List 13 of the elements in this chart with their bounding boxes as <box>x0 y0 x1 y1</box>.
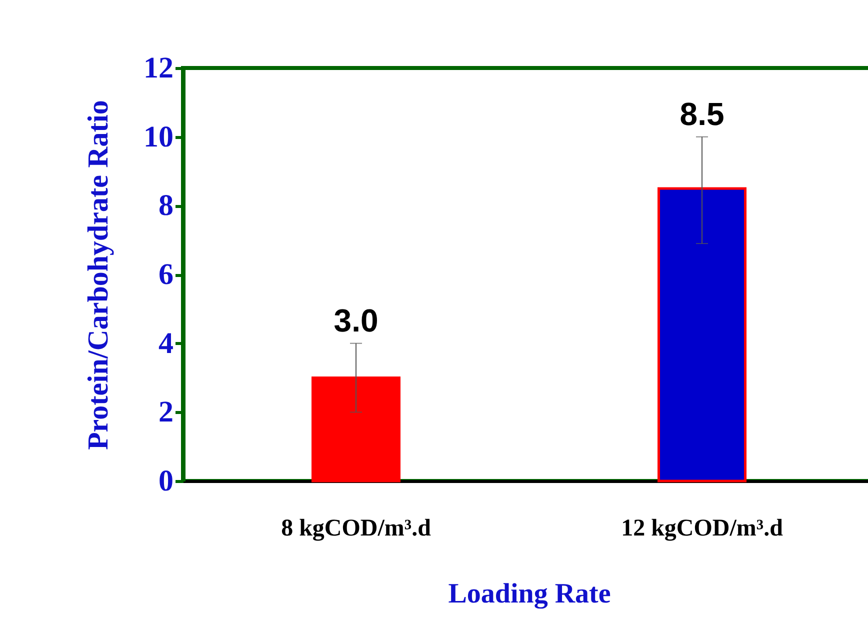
y-tick-label: 2 <box>158 396 174 429</box>
y-tick-label: 4 <box>158 326 174 360</box>
y-axis-title: Protein/Carbohydrate Ratio <box>82 100 114 450</box>
y-tick-label: 6 <box>158 258 174 291</box>
y-tick-label: 10 <box>144 120 174 154</box>
x-tick-label: 8 kgCOD/m³.d <box>281 516 432 542</box>
data-label: 8.5 <box>680 96 724 132</box>
x-axis-title: Loading Rate <box>448 578 611 610</box>
y-tick-label: 0 <box>158 464 174 498</box>
data-label: 3.0 <box>334 302 378 338</box>
x-tick-label: 12 kgCOD/m³.d <box>621 516 784 542</box>
y-tick-label: 12 <box>144 52 174 84</box>
y-tick-label: 8 <box>158 189 174 222</box>
